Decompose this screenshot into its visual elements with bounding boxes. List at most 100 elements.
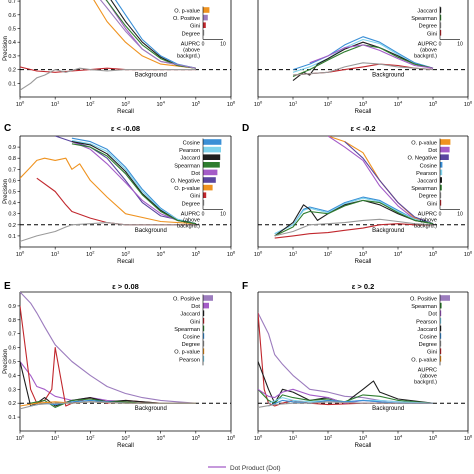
y-tick-label: 0.5: [8, 190, 16, 196]
x-tick-label: 100: [254, 100, 263, 109]
y-tick-label: 0.6: [8, 346, 16, 352]
legend-label: Dot: [428, 148, 437, 154]
legend-label: Gini: [190, 194, 200, 200]
x-tick-label: 102: [86, 100, 95, 109]
auprc-tick-label: 10: [220, 211, 226, 217]
x-tick-label: 105: [192, 434, 201, 443]
legend-label: Jaccard: [417, 327, 437, 333]
series-line-degree: [292, 62, 434, 76]
legend-label: Dot: [191, 171, 200, 177]
legend-label: Cosine: [183, 335, 200, 341]
figure-footer: Dot Product (Dot): [208, 465, 281, 472]
legend-bar-degree: [440, 340, 442, 347]
series-line-spearman: [71, 143, 196, 225]
x-tick-label: 105: [192, 250, 201, 259]
legend-label: Degree: [182, 201, 200, 207]
panel-letter: D: [242, 123, 249, 134]
y-axis-label: Precision: [3, 36, 9, 61]
auprc-axis-label: (above: [420, 217, 437, 223]
y-tick-label: 0.9: [8, 145, 16, 151]
legend-label: Degree: [419, 194, 437, 200]
legend-bar-cosine: [203, 333, 205, 339]
legend-bar-gini: [203, 22, 206, 28]
series-group: [20, 292, 196, 410]
x-tick-label: 100: [254, 434, 263, 443]
legend-label: Pearson: [179, 148, 200, 154]
legend-bar-cosine: [203, 139, 222, 145]
x-tick-label: 106: [227, 100, 236, 109]
legend-bar-spearman: [203, 325, 205, 332]
y-tick-label: 0.3: [8, 387, 16, 393]
series-line-degree: [258, 401, 433, 408]
legend-label: Spearman: [411, 186, 437, 192]
series-line-cosine: [114, 0, 196, 69]
legend-bar-o-pvalue: [203, 7, 210, 13]
panel-letter: F: [242, 281, 248, 292]
legend-bar-jaccard: [440, 177, 442, 183]
legend-label: Cosine: [183, 141, 200, 147]
auprc-axis-label: backgrd.): [177, 223, 200, 229]
legend-label: Degree: [182, 31, 200, 37]
legend-label: Jaccard: [180, 156, 200, 162]
legend-bar-degree: [203, 340, 205, 347]
legend-label: Spearman: [411, 304, 437, 310]
panel-letter: E: [4, 281, 11, 292]
series-line-gini: [274, 223, 433, 239]
x-tick-label: 106: [227, 250, 236, 259]
auprc-axis-label: backgrd.): [414, 379, 437, 385]
x-tick-label: 103: [359, 434, 368, 443]
legend-bar-degree: [203, 200, 205, 206]
auprc-tick-label: 0: [439, 41, 442, 47]
legend-label: Dot: [191, 304, 200, 310]
x-tick-label: 102: [324, 250, 333, 259]
x-tick-label: 104: [394, 250, 403, 259]
auprc-axis-label: backgrd.): [177, 53, 200, 59]
auprc-tick-label: 0: [439, 211, 442, 217]
auprc-tick-label: 10: [457, 211, 463, 217]
legend-bar-cosine: [440, 333, 442, 339]
x-tick-label: 101: [51, 434, 60, 443]
series-line-jaccard: [20, 361, 196, 407]
y-tick-label: 0.1: [8, 81, 16, 87]
y-tick-label: 0.4: [8, 201, 16, 207]
y-tick-label: 0.4: [8, 40, 16, 46]
legend-label: Degree: [419, 24, 437, 30]
series-line-spearman: [258, 388, 434, 404]
legend-bar-o-positive: [203, 14, 208, 21]
background-label: Background: [135, 73, 167, 79]
legend-label: Pearson: [416, 319, 437, 325]
x-tick-label: 105: [192, 100, 201, 109]
legend-label: Gini: [190, 24, 200, 30]
series-line-o-pvalue: [93, 0, 196, 69]
x-tick-label: 100: [254, 250, 263, 259]
auprc-axis-label: AUPRC: [418, 367, 437, 373]
x-tick-label: 101: [51, 100, 60, 109]
x-tick-label: 105: [429, 100, 438, 109]
legend-bar-spearman: [440, 184, 442, 191]
legend-bar-dot: [203, 302, 209, 309]
x-tick-label: 100: [16, 100, 25, 109]
legend-bar-pearson: [440, 169, 443, 176]
legend-bar-o-positive: [440, 295, 450, 301]
legend-label: O. Positive: [173, 16, 200, 22]
series-line-degree: [20, 67, 196, 91]
legend-label: O. Positive: [173, 297, 200, 303]
legend-bar-o-negative: [203, 177, 216, 183]
legend-label: Spearman: [411, 16, 437, 22]
series-line-pearson: [274, 197, 434, 235]
legend-label: Jaccard: [417, 9, 437, 15]
panel-a: 100 101 102 103 104 105 106Recall0.10.20.30.40…: [3, 0, 236, 115]
auprc-axis-label: (above: [420, 47, 437, 53]
x-tick-label: 102: [86, 250, 95, 259]
legend-label: Jaccard: [417, 179, 437, 185]
legend-label: Gini: [427, 31, 437, 37]
series-line-o-positive: [20, 292, 196, 404]
x-tick-label: 103: [359, 250, 368, 259]
legend-label: O. p-value: [174, 350, 200, 356]
legend-label: Dot: [428, 312, 437, 318]
